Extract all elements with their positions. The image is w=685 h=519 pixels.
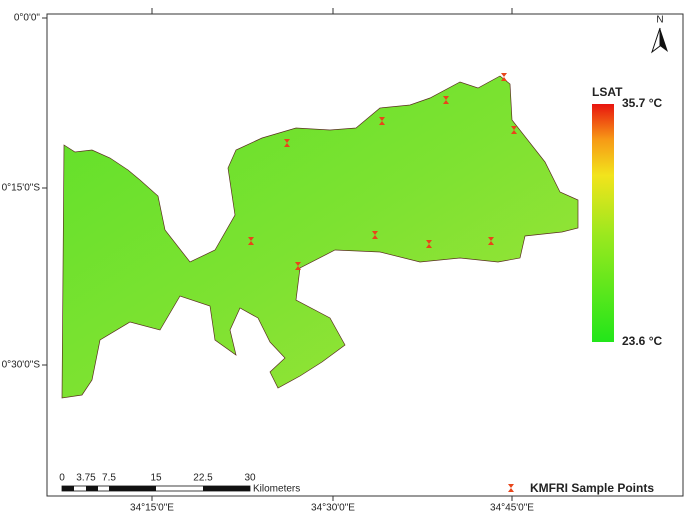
north-label: N [656,15,663,26]
scale-label: 15 [150,473,162,484]
scale-label: 0 [59,473,65,484]
scale-bar [61,485,251,492]
graticule-ticks [42,8,513,501]
legend-max: 35.7 °C [622,96,662,110]
lon-label: 34°15'0"E [130,503,174,514]
legend-title: LSAT [592,85,623,99]
lat-label: 0°15'0"S [2,183,41,194]
lake-area [61,75,579,399]
map-frame [46,13,684,497]
scale-unit: Kilometers [253,484,300,495]
scale-label: 3.75 [76,473,96,484]
lat-label: 0°30'0"S [2,360,41,371]
lon-label: 34°30'0"E [311,503,355,514]
legend-ramp [592,104,614,342]
lon-label: 34°45'0"E [490,503,534,514]
north-arrow [651,27,661,54]
points-legend-label: KMFRI Sample Points [530,481,654,495]
north-arrow [660,28,668,52]
points-legend-symbol [508,484,514,492]
scale-label: 7.5 [102,473,116,484]
lat-label: 0°0'0" [14,13,41,24]
scale-label: 22.5 [193,473,213,484]
legend-min: 23.6 °C [622,334,662,348]
scale-label: 30 [244,473,256,484]
